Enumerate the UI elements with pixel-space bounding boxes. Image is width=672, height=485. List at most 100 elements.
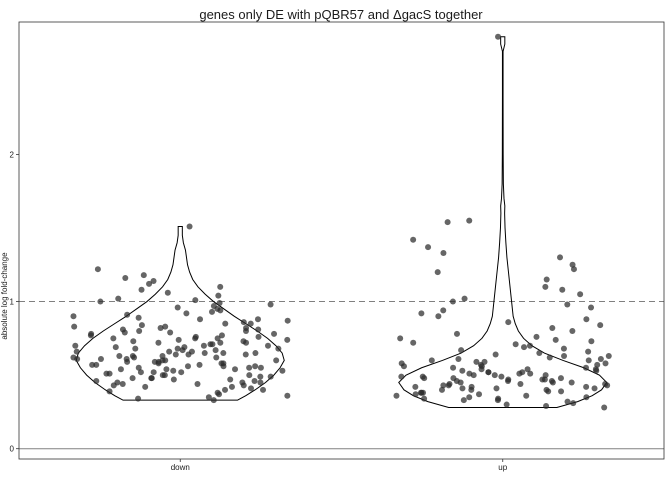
x-tick-label-down: down: [171, 463, 190, 472]
data-point-down: [138, 286, 145, 293]
data-point-down: [162, 323, 169, 330]
data-point-down: [170, 367, 177, 374]
data-point-down: [181, 344, 188, 351]
y-tick-label: 1: [10, 298, 15, 307]
data-point-down: [215, 292, 222, 299]
data-point-down: [157, 325, 164, 332]
data-point-up: [495, 33, 502, 40]
data-point-up: [605, 353, 612, 359]
data-point-up: [557, 254, 564, 261]
data-point-down: [239, 379, 246, 386]
data-point-down: [116, 353, 123, 359]
x-tick-label-up: up: [498, 463, 507, 472]
data-point-up: [533, 333, 540, 340]
data-point-down: [243, 325, 250, 332]
data-point-down: [135, 314, 142, 321]
data-point-up: [577, 291, 584, 298]
data-point-down: [119, 326, 126, 333]
data-point-down: [242, 351, 249, 358]
data-point-up: [485, 369, 492, 376]
data-point-down: [73, 348, 80, 355]
plot-border: [18, 21, 665, 460]
data-point-up: [421, 395, 428, 402]
data-point-up: [569, 327, 576, 334]
data-point-down: [129, 353, 136, 359]
y-tick-label: 0: [10, 445, 15, 454]
data-point-up: [450, 375, 457, 382]
data-point-down: [140, 272, 147, 279]
data-point-up: [492, 351, 499, 358]
y-axis-ticks: 0 1 2: [10, 150, 19, 454]
data-point-down: [265, 342, 271, 349]
data-point-down: [174, 345, 181, 352]
data-point-up: [493, 385, 500, 392]
data-point-down: [122, 275, 129, 282]
data-point-up: [539, 376, 546, 383]
data-point-down: [174, 304, 181, 311]
data-point-down: [284, 392, 291, 399]
data-point-down: [246, 364, 253, 371]
x-axis-ticks: down up: [171, 459, 508, 472]
data-point-down: [106, 388, 113, 395]
data-point-down: [138, 322, 145, 329]
data-point-down: [70, 354, 77, 361]
data-point-down: [155, 339, 162, 346]
data-point-down: [103, 370, 110, 377]
data-point-up: [524, 366, 531, 373]
data-point-up: [466, 370, 473, 377]
data-point-up: [393, 392, 400, 399]
data-point-down: [217, 283, 224, 290]
data-point-up: [419, 373, 426, 380]
data-point-down: [212, 347, 219, 354]
data-point-up: [440, 250, 447, 257]
data-point-down: [284, 336, 291, 343]
data-point-down: [267, 301, 274, 308]
data-point-down: [170, 376, 177, 383]
data-point-down: [222, 320, 229, 327]
chart-title: genes only DE with pQBR57 and ΔgacS toge…: [199, 7, 483, 22]
data-point-down: [220, 350, 227, 357]
data-point-up: [559, 286, 566, 293]
data-point-down: [192, 297, 199, 304]
data-point-down: [194, 380, 201, 387]
data-point-down: [166, 348, 173, 355]
data-point-up: [435, 313, 442, 320]
data-point-down: [205, 394, 212, 401]
data-point-up: [450, 364, 457, 371]
data-point-up: [543, 386, 550, 393]
data-point-up: [440, 382, 447, 389]
data-point-up: [412, 391, 419, 398]
data-point-up: [568, 379, 575, 386]
data-point-up: [444, 219, 451, 226]
data-point-down: [142, 383, 149, 390]
data-point-down: [240, 319, 247, 326]
data-point-down: [175, 336, 182, 343]
data-point-up: [453, 330, 460, 337]
data-point-down: [220, 360, 227, 367]
data-point-up: [505, 376, 512, 383]
data-point-down: [88, 330, 95, 337]
data-point-up: [459, 385, 466, 392]
data-point-up: [440, 307, 447, 314]
data-point-up: [466, 217, 473, 224]
data-point-up: [517, 380, 524, 387]
data-point-down: [284, 317, 291, 324]
data-point-down: [136, 327, 143, 334]
data-point-down: [252, 363, 259, 370]
data-point-down: [135, 364, 142, 371]
data-point-up: [588, 338, 595, 345]
data-point-up: [473, 358, 480, 365]
data-point-down: [159, 353, 166, 359]
data-point-down: [209, 308, 215, 315]
data-point-down: [94, 266, 101, 273]
data-point-up: [505, 319, 512, 326]
data-point-down: [178, 369, 185, 376]
reference-lines: [19, 301, 664, 450]
data-point-down: [200, 342, 207, 349]
data-point-up: [585, 348, 592, 355]
data-point-down: [119, 380, 126, 387]
data-point-down: [71, 323, 78, 330]
data-point-up: [434, 269, 441, 276]
data-point-down: [279, 367, 286, 374]
data-point-down: [214, 389, 221, 396]
